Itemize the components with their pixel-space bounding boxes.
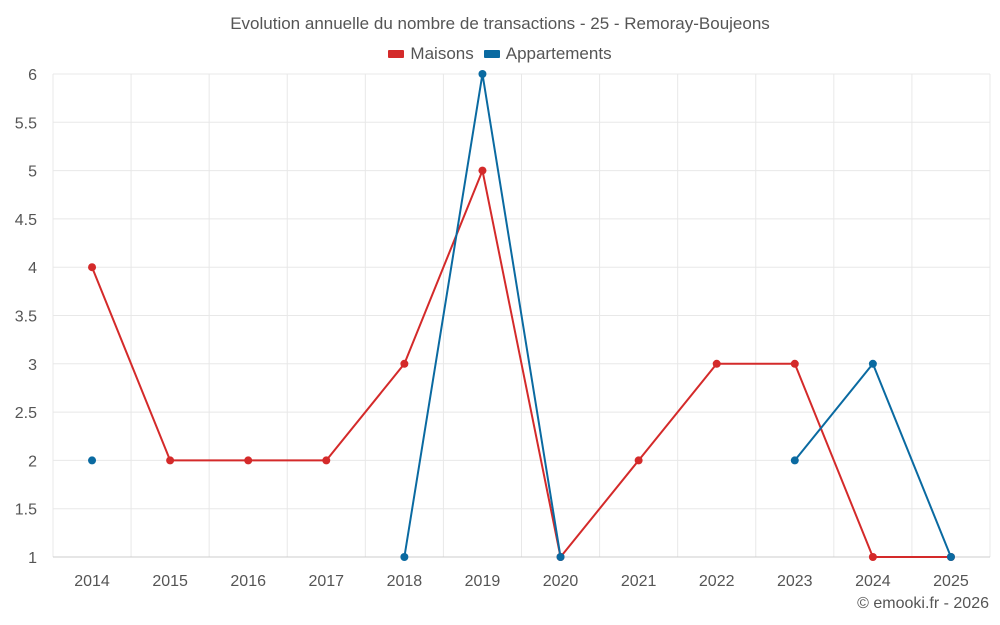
y-tick-label: 3 (28, 357, 37, 374)
data-point-maisons (322, 456, 331, 465)
data-point-appartements (868, 359, 877, 368)
x-tick-label: 2019 (465, 573, 501, 590)
data-point-appartements (88, 456, 97, 465)
y-tick-label: 6 (28, 67, 37, 84)
x-tick-label: 2022 (699, 573, 735, 590)
data-point-maisons (88, 263, 97, 272)
legend-label-maisons: Maisons (410, 44, 474, 63)
series-line-maisons (91, 169, 951, 558)
y-tick-label: 2.5 (15, 405, 37, 422)
data-point-appartements (790, 456, 799, 465)
y-tick-label: 1 (28, 550, 37, 567)
credit-text: © emooki.fr - 2026 (857, 595, 989, 612)
x-tick-label: 2016 (230, 573, 266, 590)
x-tick-label: 2020 (543, 573, 579, 590)
chart-title: Evolution annuelle du nombre de transact… (230, 14, 770, 33)
data-point-maisons (790, 359, 799, 368)
data-point-appartements (478, 70, 487, 78)
y-tick-label: 5 (28, 164, 37, 181)
data-point-appartements (946, 553, 955, 561)
y-tick-label: 4 (28, 260, 37, 277)
x-tick-label: 2017 (308, 573, 344, 590)
y-tick-label: 4.5 (15, 212, 37, 229)
legend-swatch-maisons (388, 50, 405, 58)
x-tick-label: 2023 (777, 573, 813, 590)
data-point-maisons (400, 359, 409, 368)
x-tick-label: 2021 (621, 573, 657, 590)
y-tick-label: 3.5 (15, 309, 37, 326)
data-point-maisons (634, 456, 643, 465)
legend-item-maisons[interactable]: Maisons (388, 44, 474, 64)
data-point-maisons (478, 166, 487, 175)
y-tick-label: 1.5 (15, 502, 37, 519)
data-point-maisons (244, 456, 253, 465)
data-point-maisons (712, 359, 721, 368)
legend: Maisons Appartements (0, 44, 1000, 64)
x-tick-label: 2018 (387, 573, 423, 590)
data-point-maisons (166, 456, 175, 465)
y-tick-label: 5.5 (15, 115, 37, 132)
x-tick-label: 2015 (152, 573, 188, 590)
x-tick-label: 2014 (74, 573, 110, 590)
legend-swatch-appartements (483, 50, 500, 58)
data-point-appartements (556, 553, 565, 561)
x-tick-label: 2024 (855, 573, 891, 590)
y-tick-label: 2 (28, 453, 37, 470)
data-point-appartements (400, 553, 409, 561)
x-tick-label: 2025 (933, 573, 969, 590)
data-point-maisons (868, 553, 877, 561)
legend-item-appartements[interactable]: Appartements (483, 44, 612, 64)
legend-label-appartements: Appartements (505, 44, 612, 63)
